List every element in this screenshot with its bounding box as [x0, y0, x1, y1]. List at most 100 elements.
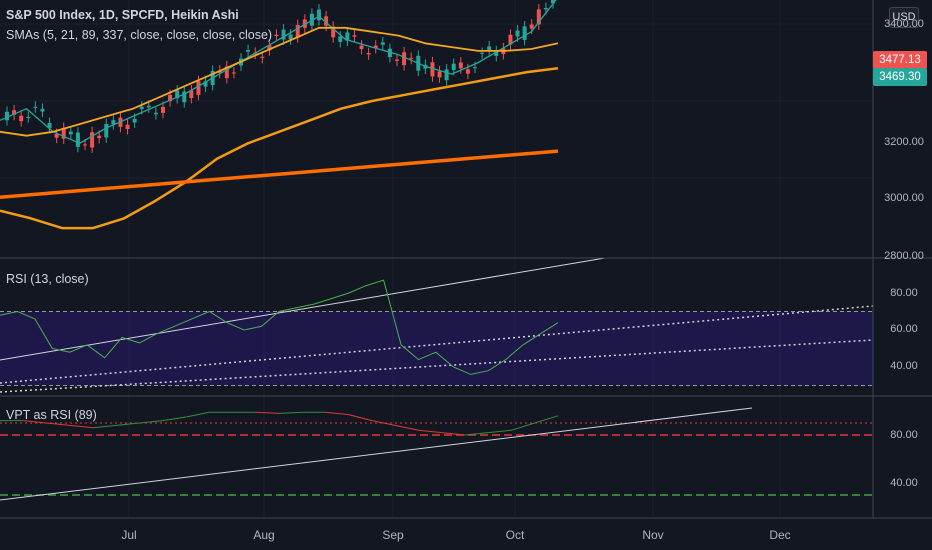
vpt-segment: [255, 411, 280, 414]
rsi-band: [0, 311, 873, 386]
candle-up: [75, 132, 80, 147]
candle-down: [196, 81, 201, 95]
candle-down: [331, 26, 336, 38]
vpt-segment: [69, 424, 94, 429]
candle-down: [189, 90, 194, 99]
sma-line: [0, 67, 559, 230]
candle-up: [338, 36, 343, 42]
vpt-segment: [348, 414, 373, 422]
candle-up: [111, 120, 116, 125]
candle-up: [551, 0, 555, 4]
candle-down: [231, 72, 236, 74]
candle-down: [274, 34, 279, 37]
sma-line: [0, 149, 559, 200]
candle-down: [125, 124, 130, 130]
vpt-segment: [464, 432, 489, 436]
vpt-segment: [418, 429, 442, 434]
candle-up: [480, 52, 485, 54]
candle-down: [409, 57, 414, 59]
vpt-segment: [534, 415, 559, 424]
candle-up: [182, 91, 187, 103]
candle-down: [536, 9, 541, 25]
vpt-segment: [441, 432, 466, 436]
trend-line-dotted: [0, 305, 874, 384]
chart-legend-symbol[interactable]: S&P 500 Index, 1D, SPCFD, Heikin Ashi: [6, 8, 239, 22]
vpt-segment: [325, 411, 349, 416]
candle-down: [168, 94, 173, 102]
candle-down: [295, 25, 300, 38]
rsi-legend[interactable]: RSI (13, close): [6, 272, 89, 286]
candle-down: [352, 35, 357, 37]
candle-up: [522, 26, 527, 41]
rsi-tick-60: 60.00: [890, 323, 918, 335]
candle-up: [68, 131, 73, 135]
sma-legend: SMAs (5, 21, 89, 337, close, close, clos…: [6, 28, 273, 42]
vpt-segment: [162, 416, 187, 422]
candle-down: [458, 62, 463, 69]
candle-up: [317, 9, 321, 21]
vpt-segment: [139, 420, 163, 424]
candle-down: [395, 59, 399, 61]
chart-legend-sma[interactable]: SMAs (5, 21, 89, 337, close, close, clos…: [6, 28, 272, 42]
rsi-line: [0, 279, 559, 375]
candle-up: [26, 116, 31, 118]
candle-down: [529, 24, 534, 29]
vpt-segment: [46, 422, 70, 426]
vpt-title: VPT as RSI (89): [6, 408, 97, 422]
candle-up: [146, 105, 151, 108]
candle-down: [402, 52, 407, 66]
candle-down: [83, 144, 87, 146]
vpt-segment: [116, 422, 140, 426]
x-tick-nov: Nov: [642, 528, 664, 542]
vpt-segment: [92, 424, 117, 429]
candle-up: [451, 63, 456, 70]
candle-down: [324, 16, 329, 26]
price-tick-2800: 2800.00: [884, 250, 924, 262]
candle-down: [437, 71, 442, 78]
trend-line: [0, 257, 606, 361]
x-tick-jul: Jul: [121, 528, 137, 542]
candle-up: [175, 90, 180, 99]
currency-button[interactable]: USD: [889, 7, 919, 28]
price-tick-3200: 3200.00: [884, 136, 924, 148]
candle-down: [54, 133, 59, 138]
candle-down: [465, 69, 470, 74]
candle-down: [12, 110, 17, 115]
vpt-segment: [371, 420, 396, 426]
candle-up: [281, 29, 286, 40]
candle-up: [246, 50, 251, 52]
candle-up: [40, 108, 45, 112]
vpt-legend[interactable]: VPT as RSI (89): [6, 408, 97, 422]
candle-down: [260, 56, 265, 58]
candle-up: [494, 51, 499, 56]
candle-up: [345, 32, 350, 41]
candle-down: [224, 66, 229, 79]
symbol-title: S&P 500 Index, 1D, SPCFD, Heikin Ashi: [6, 8, 239, 22]
candle-up: [5, 111, 9, 121]
candle-up: [473, 67, 477, 69]
vpt-segment: [488, 429, 512, 434]
candle-down: [359, 45, 364, 50]
rsi-tick-40: 40.00: [890, 360, 918, 372]
candle-down: [19, 115, 24, 122]
sma-line: [0, 26, 559, 137]
candle-down: [508, 34, 513, 45]
candle-up: [515, 30, 520, 37]
candle-up: [444, 69, 449, 81]
candle-down: [366, 53, 371, 55]
vpt-tick-40: 40.00: [890, 477, 918, 489]
sma-line: [0, 0, 557, 144]
vpt-tick-80: 80.00: [890, 429, 918, 441]
rsi-tick-80: 80.00: [890, 287, 918, 299]
candle-up: [104, 124, 109, 138]
vpt-segment: [278, 411, 303, 414]
candle-down: [267, 45, 272, 51]
last-price-tag: 3477.13: [873, 51, 927, 69]
candle-up: [203, 81, 208, 87]
candle-up: [139, 106, 144, 109]
trend-line-dotted: [0, 339, 874, 393]
candle-up: [380, 42, 385, 45]
x-tick-sep: Sep: [382, 528, 404, 542]
trend-line: [0, 407, 753, 501]
